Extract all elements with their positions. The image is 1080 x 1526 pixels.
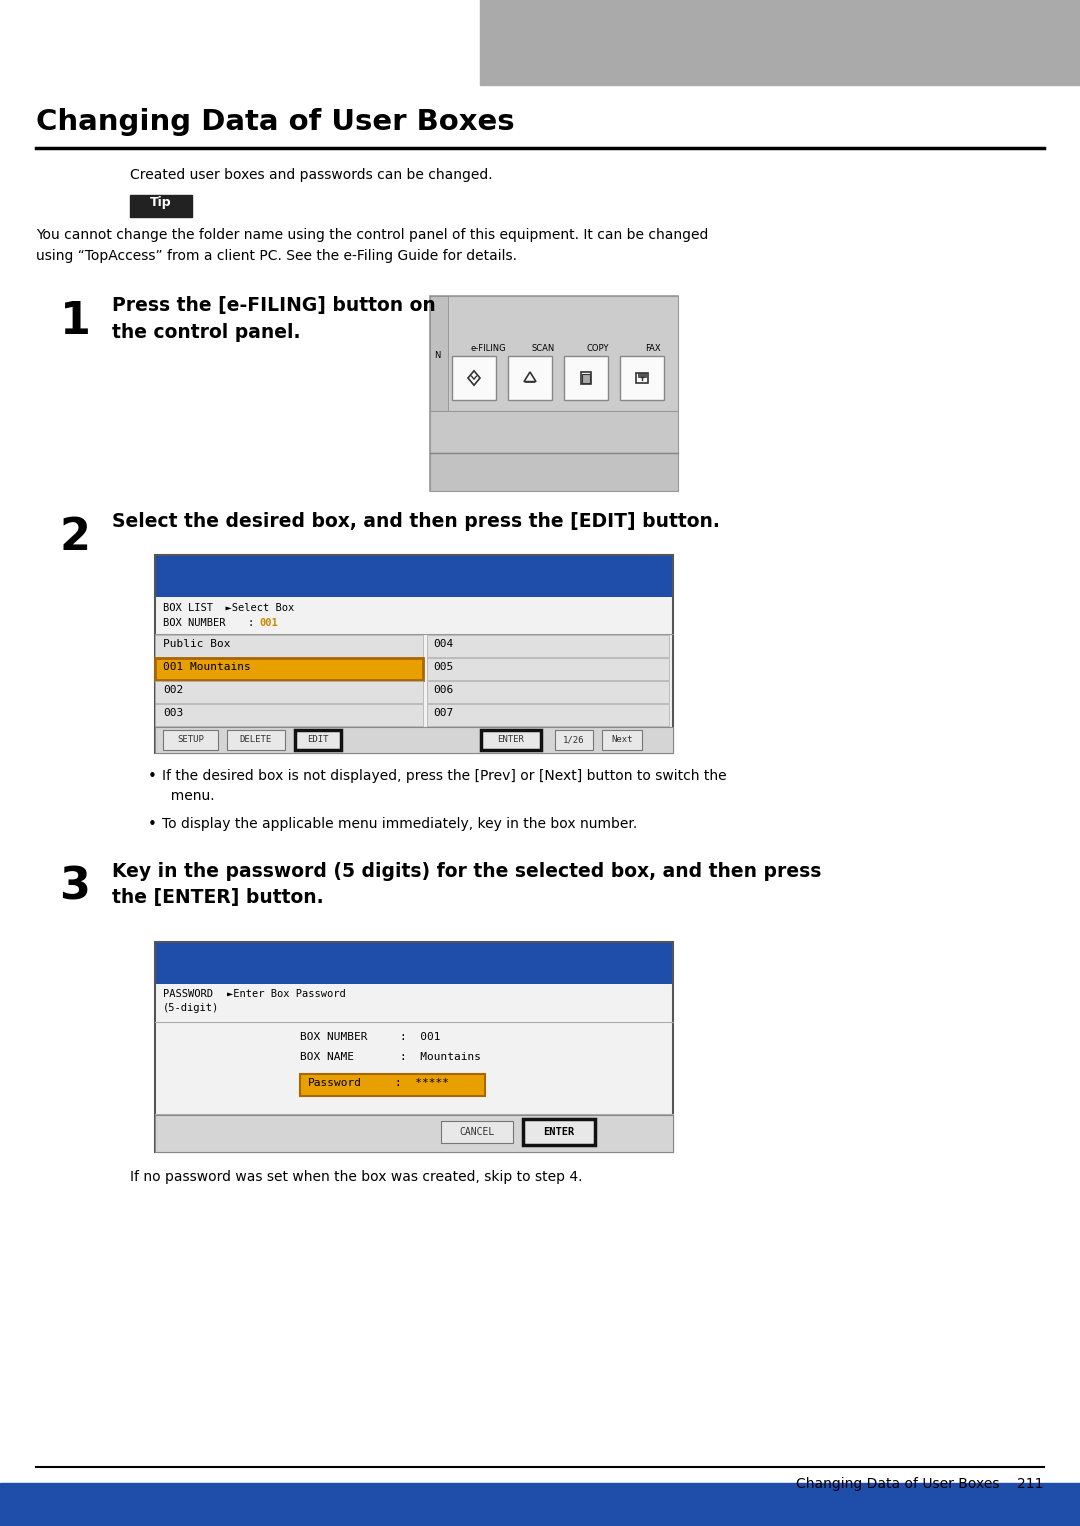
Text: SCAN: SCAN [531, 343, 555, 353]
Text: Key in the password (5 digits) for the selected box, and then press
the [ENTER] : Key in the password (5 digits) for the s… [112, 862, 822, 908]
Text: :  *****: : ***** [395, 1077, 449, 1088]
Bar [295, 729, 341, 749]
Bar [156, 555, 673, 752]
Text: BOX NUMBER: BOX NUMBER [300, 1032, 367, 1042]
Bar [156, 597, 673, 752]
Text: ►Enter Box Password: ►Enter Box Password [227, 989, 346, 1000]
Text: (5-digit): (5-digit) [163, 1003, 219, 1013]
Text: Changing Data of User Boxes    211: Changing Data of User Boxes 211 [797, 1477, 1044, 1491]
Text: 006: 006 [433, 685, 454, 694]
Text: e-FILING: e-FILING [470, 343, 505, 353]
Bar [430, 296, 448, 410]
Text: ENTER: ENTER [543, 1128, 575, 1137]
Bar [508, 356, 552, 400]
Bar [156, 681, 423, 703]
Text: 005: 005 [433, 662, 454, 671]
Bar [156, 1116, 673, 1152]
Bar [156, 984, 673, 1152]
Text: To display the applicable menu immediately, key in the box number.: To display the applicable menu immediate… [162, 816, 637, 832]
Text: N: N [434, 351, 441, 360]
Text: Press the [e-FILING] button on
the control panel.: Press the [e-FILING] button on the contr… [112, 296, 435, 342]
Bar [636, 374, 648, 383]
Bar [638, 374, 646, 377]
Bar [156, 635, 423, 658]
Bar [441, 1122, 513, 1143]
Text: Select the desired box, and then press the [EDIT] button.: Select the desired box, and then press t… [112, 513, 720, 531]
Bar [427, 703, 669, 726]
Bar [156, 703, 423, 726]
Text: 2: 2 [59, 516, 91, 559]
Text: Created user boxes and passwords can be changed.: Created user boxes and passwords can be … [130, 168, 492, 182]
Text: 1: 1 [59, 301, 91, 343]
Bar [130, 195, 192, 217]
Text: :: : [247, 618, 253, 629]
Text: EDIT: EDIT [307, 736, 328, 745]
Text: 001 Mountains: 001 Mountains [163, 662, 251, 671]
Bar [156, 658, 423, 681]
Text: You cannot change the folder name using the control panel of this equipment. It : You cannot change the folder name using … [36, 227, 708, 262]
Text: Changing Data of User Boxes: Changing Data of User Boxes [36, 108, 515, 136]
Bar [430, 410, 678, 453]
Text: Tip: Tip [150, 195, 172, 209]
Text: Public Box: Public Box [163, 639, 230, 649]
Bar [555, 729, 593, 749]
Text: Next: Next [611, 736, 633, 745]
Text: DELETE: DELETE [240, 736, 272, 745]
Bar [582, 374, 590, 383]
Bar [523, 1119, 595, 1144]
Text: 007: 007 [433, 708, 454, 719]
Text: 001: 001 [259, 618, 278, 629]
Bar [620, 356, 664, 400]
Bar [156, 555, 673, 597]
Text: •: • [148, 816, 157, 832]
Text: FAX: FAX [645, 343, 661, 353]
Text: BOX LIST  ►Select Box: BOX LIST ►Select Box [163, 603, 294, 613]
Bar [430, 296, 678, 410]
Text: :  Mountains: : Mountains [400, 1051, 481, 1062]
Bar [564, 356, 608, 400]
Bar [602, 729, 642, 749]
Bar [427, 681, 669, 703]
Bar [156, 726, 673, 752]
Bar [453, 356, 496, 400]
Bar [430, 296, 678, 491]
Text: 002: 002 [163, 685, 184, 694]
Bar [427, 635, 669, 658]
Text: 3: 3 [59, 865, 91, 909]
Bar [430, 453, 678, 491]
Bar [300, 1074, 485, 1096]
Bar [480, 0, 1080, 85]
Text: BOX NUMBER: BOX NUMBER [163, 618, 226, 629]
Bar [227, 729, 285, 749]
Text: BOX NAME: BOX NAME [300, 1051, 354, 1062]
Text: ENTER: ENTER [498, 736, 525, 745]
Text: 1/26: 1/26 [564, 736, 584, 745]
Text: If the desired box is not displayed, press the [Prev] or [Next] button to switch: If the desired box is not displayed, pre… [162, 769, 727, 803]
Text: 003: 003 [163, 708, 184, 719]
Text: 004: 004 [433, 639, 454, 649]
Bar [481, 729, 541, 749]
Bar [0, 1483, 1080, 1526]
Bar [156, 942, 673, 984]
Text: CANCEL: CANCEL [459, 1128, 495, 1137]
Bar [427, 658, 669, 681]
Bar [163, 729, 218, 749]
Text: PASSWORD: PASSWORD [163, 989, 213, 1000]
Text: If no password was set when the box was created, skip to step 4.: If no password was set when the box was … [130, 1170, 582, 1184]
Text: :  001: : 001 [400, 1032, 441, 1042]
Bar [581, 372, 591, 385]
Text: COPY: COPY [586, 343, 609, 353]
Text: SETUP: SETUP [177, 736, 204, 745]
Bar [156, 942, 673, 1152]
Text: •: • [148, 769, 157, 784]
Text: Password: Password [308, 1077, 362, 1088]
